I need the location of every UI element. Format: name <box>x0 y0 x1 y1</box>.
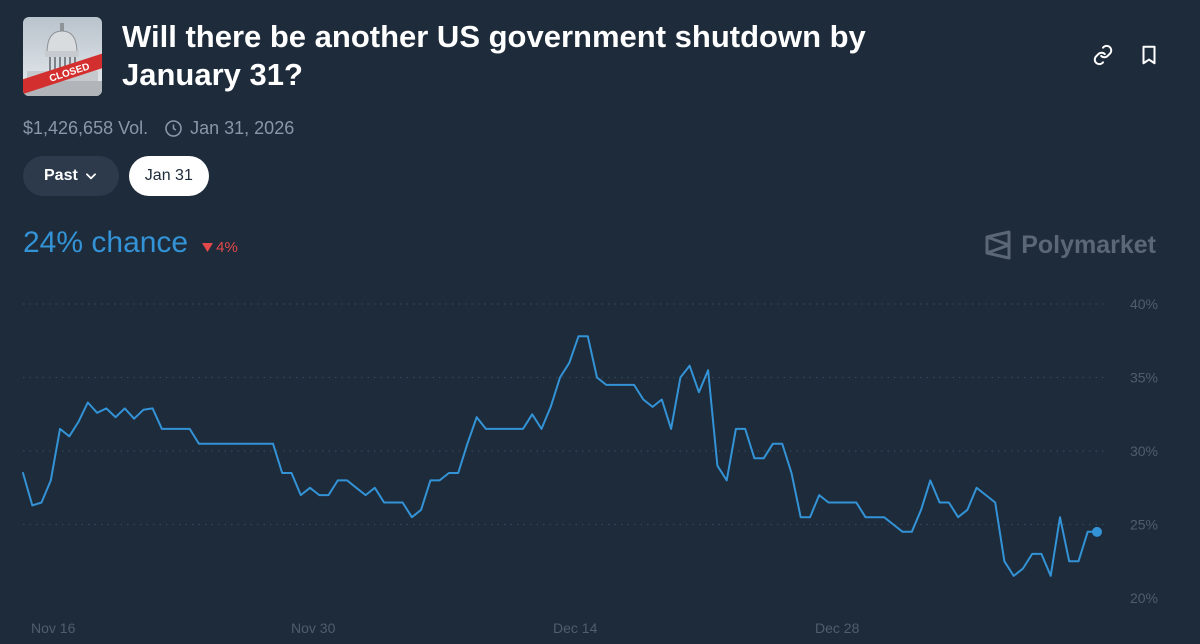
title-actions <box>1092 44 1160 66</box>
market-thumbnail: CLOSED <box>23 17 102 96</box>
down-triangle-icon <box>202 243 214 252</box>
x-tick-label: Dec 14 <box>553 620 598 636</box>
polymarket-logo: Polymarket <box>984 230 1156 260</box>
x-tick-label: Dec 28 <box>815 620 860 636</box>
chance-value: 24% chance <box>23 226 189 259</box>
chevron-down-icon <box>85 173 96 180</box>
date-filters: Past Jan 31 <box>23 156 209 196</box>
clock-icon <box>165 120 182 137</box>
y-tick-label: 20% <box>1130 590 1158 606</box>
series-line <box>22 335 1098 577</box>
past-label: Past <box>44 167 78 184</box>
end-date: Jan 31, 2026 <box>164 118 294 139</box>
price-chart[interactable]: 40% 35% 30% 25% 20% Nov 16 Nov 30 Dec 14 Dec 28 <box>0 280 1200 644</box>
latest-point <box>1092 526 1102 537</box>
market-meta: $1,426,658 Vol. Jan 31, 2026 <box>23 118 294 139</box>
bookmark-icon[interactable] <box>1138 44 1160 66</box>
y-tick-label: 30% <box>1130 443 1158 459</box>
volume-text: $1,426,658 Vol. <box>23 118 149 138</box>
date-pill-selected[interactable]: Jan 31 <box>128 156 209 196</box>
delta-text: 4% <box>216 239 238 256</box>
link-icon[interactable] <box>1092 44 1114 66</box>
chance-delta: 4% <box>202 239 238 256</box>
x-tick-label: Nov 16 <box>31 620 76 636</box>
y-tick-label: 35% <box>1130 370 1158 386</box>
end-date-text: Jan 31, 2026 <box>190 118 295 138</box>
brand-name: Polymarket <box>1021 230 1156 259</box>
past-dropdown-button[interactable]: Past <box>23 156 119 196</box>
y-tick-label: 40% <box>1130 296 1158 312</box>
polymarket-icon <box>985 230 1011 260</box>
y-tick-label: 25% <box>1130 517 1158 533</box>
x-tick-label: Nov 30 <box>291 620 336 636</box>
odds-row: 24% chance 4% <box>23 226 238 260</box>
market-title: Will there be another US government shut… <box>122 19 866 92</box>
